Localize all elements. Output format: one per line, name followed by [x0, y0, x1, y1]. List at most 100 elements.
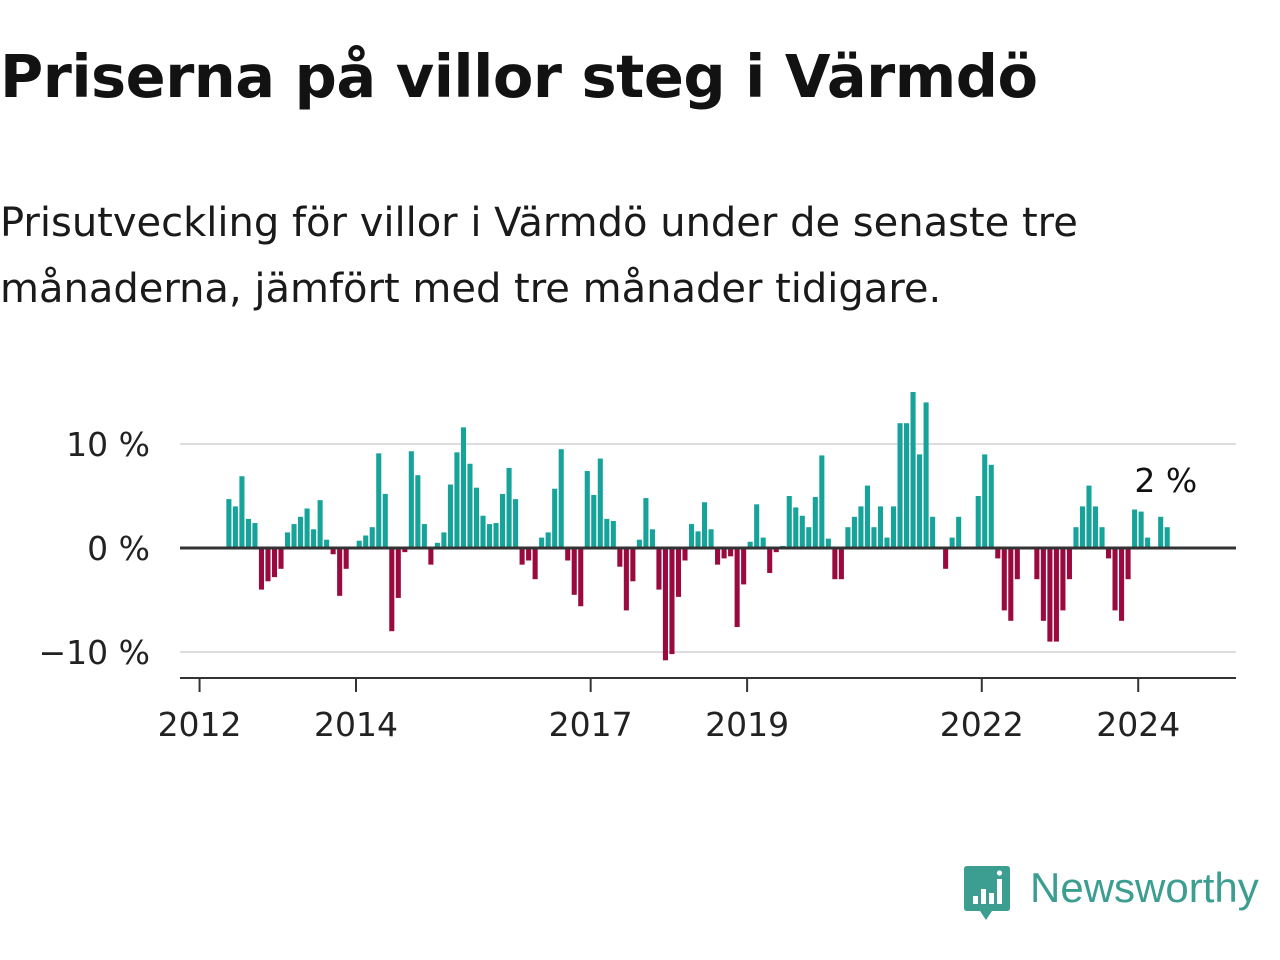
- bar: [382, 493, 388, 548]
- newsworthy-logo-icon: [964, 866, 1010, 920]
- y-tick-label: 0 %: [87, 529, 150, 568]
- grid-lines: [180, 443, 1236, 653]
- chart-subtitle: Prisutveckling för villor i Värmdö under…: [0, 200, 1078, 312]
- x-tick-label: 2024: [1096, 705, 1180, 744]
- x-tick-label: 2012: [158, 705, 242, 744]
- bar: [1106, 548, 1112, 559]
- bar: [1086, 485, 1092, 548]
- bar: [415, 475, 421, 548]
- bar: [799, 515, 805, 548]
- bar: [643, 498, 649, 548]
- bar: [356, 540, 362, 548]
- bar: [486, 524, 493, 548]
- bar: [271, 548, 278, 578]
- bar: [610, 520, 616, 548]
- bar: [552, 488, 558, 548]
- x-tick-label: 2019: [705, 705, 789, 744]
- bar: [467, 463, 473, 548]
- bar: [571, 548, 577, 595]
- newsworthy-logo: Newsworthy: [962, 862, 1259, 926]
- bar: [956, 516, 962, 548]
- bar: [389, 548, 395, 632]
- bar: [1073, 527, 1079, 548]
- bar: [688, 524, 695, 548]
- bar: [500, 493, 506, 548]
- bar: [591, 494, 597, 548]
- x-tick-label: 2017: [549, 705, 633, 744]
- bar: [1053, 548, 1059, 642]
- bar: [702, 502, 708, 548]
- bar: [838, 548, 844, 580]
- bar: [304, 508, 310, 548]
- bar: [278, 548, 284, 569]
- bar: [519, 548, 525, 565]
- bar: [441, 532, 447, 548]
- bar: [1066, 548, 1072, 580]
- bar: [728, 548, 734, 557]
- bar: [578, 548, 584, 607]
- bar: [943, 548, 949, 569]
- bar: [460, 427, 466, 548]
- bar: [754, 504, 760, 548]
- bar: [1092, 506, 1099, 548]
- bar: [923, 402, 929, 548]
- bar: [558, 449, 564, 548]
- tick-labels: 10 % 0 % −10 %2012 2014 2017 2019 2022 2024 2 %: [39, 425, 1198, 744]
- bar: [708, 529, 714, 548]
- bar: [1034, 548, 1040, 580]
- bar: [825, 538, 831, 548]
- bar: [832, 548, 838, 580]
- bar: [819, 455, 825, 548]
- bar: [1047, 548, 1053, 642]
- bar: [258, 548, 265, 590]
- bar: [597, 458, 603, 548]
- bar: [369, 527, 375, 548]
- bar: [1164, 527, 1170, 548]
- x-tick-label: 2014: [314, 705, 398, 744]
- bar: [408, 451, 414, 548]
- bar: [1125, 548, 1131, 580]
- bar: [1040, 548, 1046, 621]
- bar: [311, 529, 317, 548]
- bar: [298, 516, 304, 548]
- bar: [317, 500, 323, 548]
- bar: [284, 532, 291, 548]
- bar: [1008, 548, 1014, 621]
- bar: [395, 548, 401, 598]
- bar: [715, 548, 721, 565]
- bar: [245, 518, 251, 548]
- bar: [1112, 548, 1118, 611]
- bar: [1158, 516, 1164, 548]
- bar: [565, 548, 571, 561]
- bar: [434, 542, 440, 548]
- bar: [930, 516, 936, 548]
- bar: [747, 541, 753, 548]
- bar: [402, 548, 408, 553]
- bar: [376, 453, 382, 548]
- x-tick-label: 2022: [940, 705, 1024, 744]
- bar: [1132, 509, 1138, 548]
- bar: [793, 507, 799, 548]
- bar: [845, 527, 851, 548]
- bar: [760, 537, 766, 548]
- bar: [252, 523, 258, 548]
- bar: [265, 548, 271, 582]
- y-tick-label: 10 %: [66, 425, 150, 464]
- bar: [343, 548, 349, 569]
- bar: [480, 515, 486, 548]
- bar: [428, 548, 434, 565]
- bar: [662, 548, 668, 661]
- bar: [806, 527, 812, 548]
- bar: [949, 537, 955, 548]
- bar: [1119, 548, 1125, 621]
- bar-chart: 10 % 0 % −10 %2012 2014 2017 2019 2022 2024 2 %: [39, 392, 1236, 744]
- bar: [1001, 548, 1007, 611]
- bar: [695, 531, 701, 548]
- y-tick-label: −10 %: [39, 633, 151, 672]
- chart-title: Priserna på villor steg i Värmdö: [0, 42, 1038, 111]
- last-value-label: 2 %: [1134, 461, 1197, 500]
- bar: [473, 487, 480, 548]
- bar: [1099, 527, 1105, 548]
- bar: [337, 548, 343, 596]
- bar: [1079, 506, 1086, 548]
